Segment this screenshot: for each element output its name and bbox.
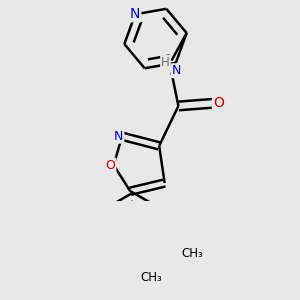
- Text: CH₃: CH₃: [140, 272, 162, 284]
- Text: O: O: [213, 96, 224, 110]
- Text: N: N: [130, 7, 140, 21]
- Text: O: O: [106, 159, 116, 172]
- Text: N: N: [172, 64, 181, 77]
- Text: CH₃: CH₃: [182, 248, 203, 260]
- Text: H: H: [161, 56, 170, 69]
- Text: N: N: [114, 130, 123, 143]
